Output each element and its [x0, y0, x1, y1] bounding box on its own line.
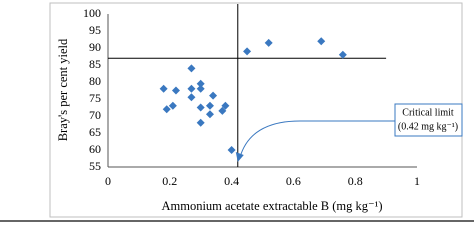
- point: [227, 146, 236, 154]
- point: [196, 118, 205, 127]
- point: [218, 106, 227, 115]
- point: [196, 79, 205, 88]
- point: [243, 47, 252, 56]
- annotation-line: (0.42 mg kg⁻¹): [398, 121, 458, 132]
- x-tick-label: 0.8: [348, 174, 363, 188]
- point: [162, 105, 171, 114]
- x-tick-label: 0.2: [162, 174, 177, 188]
- x-axis-title: Ammonium acetate extractable B (mg kg⁻¹): [161, 199, 382, 213]
- y-tick-label: 70: [89, 108, 101, 122]
- point: [264, 38, 273, 47]
- point: [187, 93, 196, 102]
- chart: Critical limit (0.42 mg kg⁻¹) Ammonium a…: [0, 2, 474, 222]
- y-tick-label: 65: [89, 125, 101, 139]
- x-tick-label: 0.6: [286, 174, 301, 188]
- point: [171, 86, 180, 95]
- point: [159, 84, 168, 93]
- point: [338, 50, 347, 59]
- y-axis-title: Bray's per cent yield: [56, 38, 70, 141]
- y-tick-label: 100: [83, 6, 101, 20]
- point: [187, 64, 196, 73]
- point: [196, 103, 205, 112]
- y-tick-label: 90: [89, 40, 101, 54]
- point: [187, 84, 196, 93]
- point: [196, 84, 205, 93]
- point: [205, 101, 214, 110]
- x-tick-label: 0.4: [224, 174, 239, 188]
- y-tick-label: 60: [89, 142, 101, 156]
- x-tick-label: 0: [105, 174, 111, 188]
- y-tick-label: 80: [89, 74, 101, 88]
- x-tick-label: 1: [414, 174, 420, 188]
- point: [209, 91, 218, 100]
- y-tick-label: 55: [89, 159, 101, 173]
- y-tick-label: 85: [89, 57, 101, 71]
- annotation-arrow: [239, 120, 395, 159]
- annotation-box: [394, 103, 463, 137]
- y-tick-label: 95: [89, 23, 101, 37]
- point: [168, 101, 177, 110]
- point: [317, 37, 326, 46]
- point: [221, 101, 230, 110]
- y-tick-label: 75: [89, 91, 101, 105]
- point: [205, 110, 214, 119]
- arrow-head: [235, 152, 244, 162]
- annotation-line: Critical limit: [402, 107, 454, 118]
